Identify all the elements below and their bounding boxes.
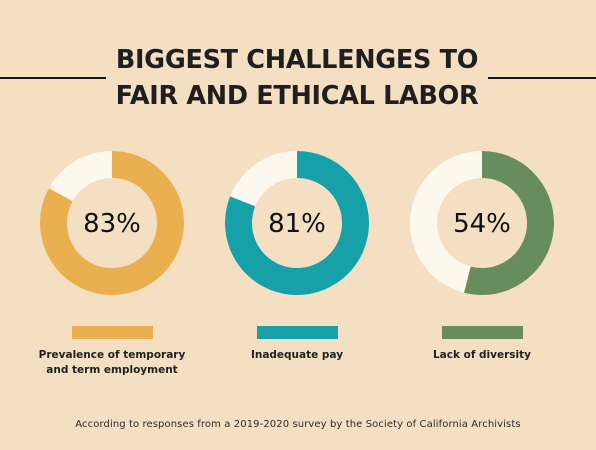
legend-swatch-lack-of-diversity <box>442 326 523 339</box>
title-rule-right <box>488 77 596 79</box>
title-line-2: FAIR AND ETHICAL LABOR <box>115 81 479 111</box>
legend-swatch-prevalence-of-temporary-and-term-employment <box>72 326 153 339</box>
value-label-inadequate-pay: 81% <box>268 209 326 239</box>
value-label-lack-of-diversity: 54% <box>453 209 511 239</box>
legend-label-inadequate-pay: Inadequate pay <box>250 349 344 361</box>
value-label-prevalence-of-temporary-and-term-employment: 83% <box>83 209 141 239</box>
donut-slice-prevalence-of-temporary-and-term-employment <box>40 151 184 295</box>
donut-slice-inadequate-pay <box>225 151 369 295</box>
chart-title: BIGGEST CHALLENGES TO FAIR AND ETHICAL L… <box>106 42 488 114</box>
legend-label-lack-of-diversity: Lack of diversity <box>432 349 532 361</box>
title-line-1: BIGGEST CHALLENGES TO <box>115 45 479 75</box>
donut-slice-lack-of-diversity <box>410 151 554 295</box>
footnote: According to responses from a 2019-2020 … <box>75 419 521 430</box>
title-rule-left <box>0 77 106 79</box>
legend-swatch-inadequate-pay <box>257 326 338 339</box>
legend-label-prevalence-of-temporary-and-term-employment: Prevalence of temporary and term employme… <box>38 349 186 376</box>
